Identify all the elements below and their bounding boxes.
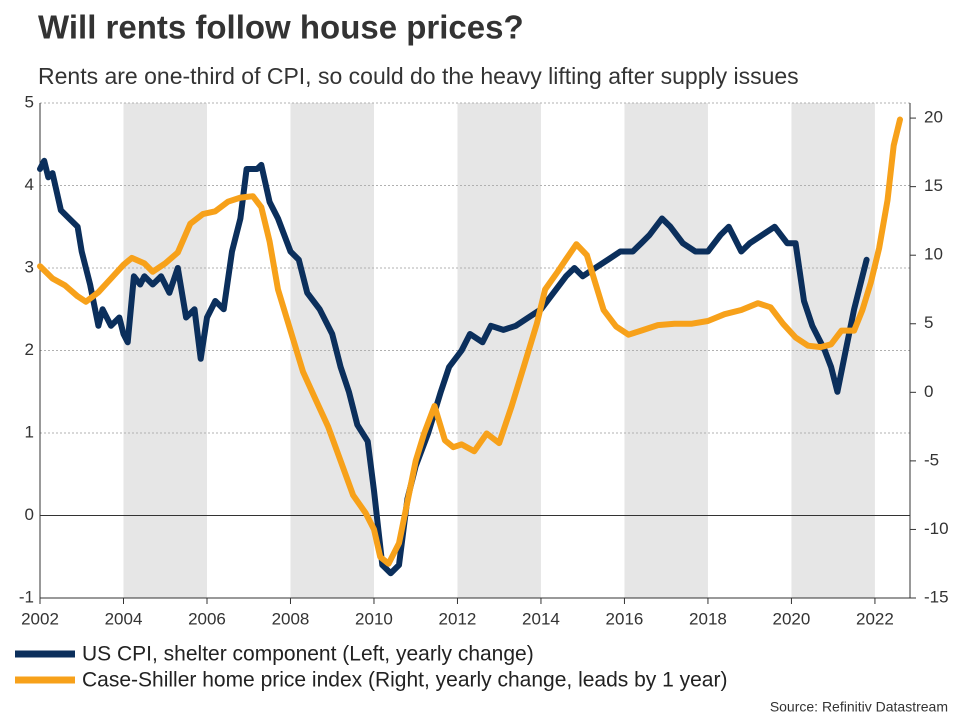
chart-subtitle: Rents are one-third of CPI, so could do … (38, 63, 799, 89)
y2-tick-label: 15 (924, 176, 943, 195)
y-tick-label: -1 (19, 587, 34, 606)
x-tick-label: 2022 (856, 609, 894, 628)
legend-label: US CPI, shelter component (Left, yearly … (82, 643, 534, 666)
y2-tick-label: -15 (924, 587, 949, 606)
chart-title: Will rents follow house prices? (38, 9, 524, 46)
y-tick-label: 5 (25, 92, 34, 111)
x-tick-label: 2010 (355, 609, 393, 628)
series-line (37, 116, 903, 567)
y2-tick-label: -10 (924, 519, 949, 538)
y-tick-label: 3 (25, 257, 34, 276)
series-line (37, 157, 870, 577)
y2-tick-label: -5 (924, 450, 939, 469)
y2-tick-label: 20 (924, 108, 943, 127)
x-tick-label: 2014 (522, 609, 560, 628)
y-tick-label: 1 (25, 422, 34, 441)
x-tick-label: 2006 (188, 609, 226, 628)
x-tick-label: 2020 (773, 609, 811, 628)
x-tick-label: 2008 (272, 609, 310, 628)
y-tick-label: 4 (25, 175, 34, 194)
y2-tick-label: 0 (924, 382, 933, 401)
y-tick-label: 0 (25, 505, 34, 524)
y2-tick-label: 5 (924, 313, 933, 332)
x-tick-label: 2016 (606, 609, 644, 628)
x-tick-label: 2012 (439, 609, 477, 628)
x-tick-label: 2002 (21, 609, 59, 628)
source-note: Source: Refinitiv Datastream (770, 699, 948, 715)
x-tick-label: 2018 (689, 609, 727, 628)
y2-tick-label: 10 (924, 245, 943, 264)
y-tick-label: 2 (25, 340, 34, 359)
x-tick-label: 2004 (105, 609, 143, 628)
legend-label: Case-Shiller home price index (Right, ye… (82, 669, 727, 692)
